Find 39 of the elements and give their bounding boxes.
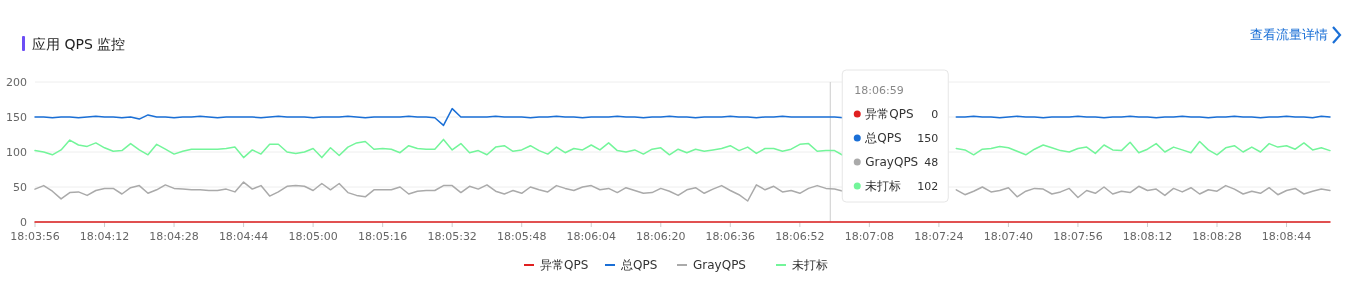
x-tick-label: 18:08:12 (1122, 230, 1173, 243)
x-tick-label: 18:05:48 (497, 230, 547, 243)
x-tick-label: 18:04:28 (149, 230, 199, 243)
x-tick-label: 18:08:28 (1192, 230, 1242, 243)
y-tick-label: 200 (6, 76, 27, 89)
x-tick-label: 18:05:00 (288, 230, 338, 243)
x-tick-label: 18:06:04 (566, 230, 616, 243)
chart-title: 应用 QPS 监控 (32, 36, 126, 52)
x-tick-label: 18:05:32 (427, 230, 477, 243)
annotation: 150 (917, 132, 939, 145)
x-tick-label: 18:07:24 (914, 230, 964, 243)
legend-label: 总QPS (864, 131, 902, 145)
annotation: 0 (931, 108, 939, 121)
x-tick-label: 18:04:44 (218, 230, 269, 243)
annotation: 48 (924, 156, 939, 169)
x-tick-label: 18:05:16 (357, 230, 408, 243)
x-tick-label: 18:07:40 (983, 230, 1034, 243)
x-tick-label: 18:06:20 (636, 230, 686, 243)
text: 总QPS (621, 258, 658, 272)
annotation: 102 (917, 180, 939, 193)
y-tick-label: 150 (6, 111, 27, 124)
x-tick-label: 18:06:52 (775, 230, 825, 243)
x-tick-label: 18:08:44 (1261, 230, 1312, 243)
legend-label: 异常QPS (540, 258, 589, 272)
x-tick-label: 18:07:08 (844, 230, 895, 243)
x-tick-label: 18:03:56 (10, 230, 60, 243)
legend-label: 未打标 (865, 179, 902, 193)
y-tick-label: 100 (6, 146, 27, 159)
annotation: 18:06:59 (854, 84, 904, 97)
x-tick-label: 18:06:36 (705, 230, 756, 243)
x-tick-label: 18:04:12 (79, 230, 130, 243)
text: GrayQPS (693, 258, 746, 272)
text: 未打标 (792, 258, 828, 272)
x-tick-label: 18:07:56 (1053, 230, 1103, 243)
text: 查看流量详情 (1250, 27, 1328, 42)
legend-label: GrayQPS (865, 155, 919, 169)
y-tick-label: 50 (13, 181, 27, 194)
text: 异常QPS (865, 107, 914, 121)
y-tick-label: 0 (20, 216, 27, 229)
